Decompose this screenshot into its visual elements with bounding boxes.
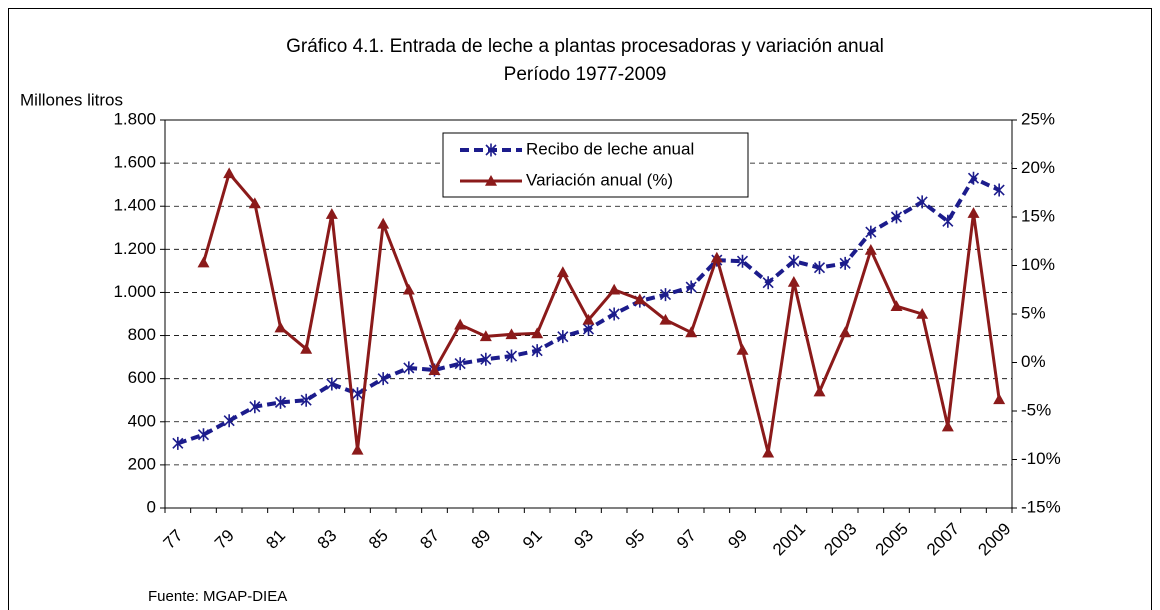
point — [300, 393, 312, 407]
point — [865, 225, 877, 239]
point — [557, 330, 569, 344]
point — [326, 377, 338, 391]
point — [582, 322, 595, 336]
point — [403, 361, 415, 375]
point — [993, 183, 1005, 197]
point — [480, 352, 492, 366]
point — [916, 195, 928, 209]
point — [479, 330, 492, 342]
y-tick-label: 200 — [128, 454, 156, 473]
series-line — [202, 170, 1001, 454]
point — [813, 385, 826, 397]
point — [659, 288, 672, 302]
y2-tick-label: -5% — [1021, 400, 1051, 419]
legend-marker — [485, 143, 497, 157]
y-tick-label: 1.600 — [113, 153, 156, 172]
y2-tick-label: 25% — [1021, 109, 1055, 128]
point — [967, 207, 980, 218]
y-tick-label: 1.200 — [113, 239, 156, 258]
point — [531, 327, 544, 339]
point — [788, 254, 800, 268]
point — [197, 256, 210, 268]
point — [223, 414, 235, 428]
legend-box — [442, 132, 749, 198]
point — [454, 357, 466, 371]
point — [916, 308, 929, 319]
y-tick-label: 800 — [128, 325, 156, 344]
point — [685, 280, 697, 294]
point — [223, 167, 236, 179]
y-tick-label: 1.800 — [113, 109, 156, 128]
point — [454, 318, 467, 330]
legend-label: Variación anual (%) — [526, 170, 673, 189]
chart-subtitle: Período 1977-2009 — [504, 64, 667, 85]
point — [274, 395, 287, 409]
point — [505, 349, 518, 363]
point — [402, 283, 415, 295]
point — [710, 251, 723, 263]
point — [864, 243, 877, 255]
source: Fuente: MGAP-DIEA — [148, 588, 287, 605]
point — [685, 326, 698, 338]
point — [762, 276, 774, 290]
y2-tick-label: 15% — [1021, 206, 1055, 225]
point — [890, 210, 903, 224]
point — [274, 321, 287, 333]
point — [351, 443, 364, 455]
y-tick-label: 0 — [147, 497, 156, 516]
point — [608, 283, 621, 295]
point — [839, 326, 852, 338]
point — [531, 344, 543, 358]
point — [942, 214, 954, 228]
y2-tick-label: 0% — [1021, 352, 1046, 371]
point — [377, 217, 390, 229]
point — [608, 307, 620, 321]
legend-marker — [485, 175, 497, 186]
y2-tick-label: -15% — [1021, 497, 1061, 516]
point — [325, 208, 338, 219]
y-axis-label: Millones litros — [20, 90, 123, 109]
point — [762, 446, 775, 458]
point — [736, 254, 749, 268]
y-tick-label: 400 — [128, 411, 156, 430]
y2-tick-label: 5% — [1021, 303, 1046, 322]
point — [248, 197, 261, 209]
point — [377, 372, 389, 386]
plot-area — [164, 119, 1013, 509]
y2-tick-label: 10% — [1021, 255, 1055, 274]
point — [582, 313, 595, 325]
y2-tick-label: -10% — [1021, 449, 1061, 468]
point — [633, 293, 646, 305]
point — [428, 364, 441, 376]
frame — [8, 8, 1152, 610]
point — [659, 313, 672, 325]
point — [839, 256, 851, 270]
chart-title: Gráfico 4.1. Entrada de leche a plantas … — [286, 36, 884, 57]
y-tick-label: 1.400 — [113, 196, 156, 215]
point — [197, 428, 210, 442]
point — [556, 266, 569, 278]
point — [787, 275, 800, 287]
point — [890, 300, 903, 312]
point — [967, 171, 980, 185]
point — [993, 393, 1006, 405]
point — [172, 436, 184, 450]
point — [505, 328, 518, 340]
y-tick-label: 1.000 — [113, 282, 156, 301]
legend-label: Recibo de leche anual — [526, 139, 694, 158]
y2-tick-label: 20% — [1021, 158, 1055, 177]
point — [249, 400, 261, 414]
point — [351, 387, 364, 401]
point — [736, 343, 749, 355]
point — [941, 420, 954, 432]
point — [300, 342, 313, 354]
point — [813, 261, 826, 275]
y-tick-label: 600 — [128, 368, 156, 387]
